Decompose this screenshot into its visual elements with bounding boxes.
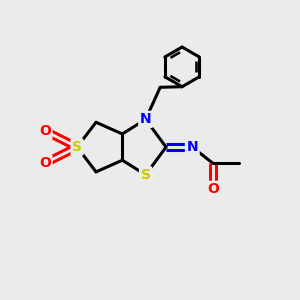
Text: O: O [207,182,219,197]
Text: N: N [187,140,198,154]
Text: O: O [39,156,51,170]
Text: N: N [140,112,152,126]
Text: O: O [39,124,51,138]
Text: S: S [141,168,151,182]
Text: S: S [72,140,82,154]
